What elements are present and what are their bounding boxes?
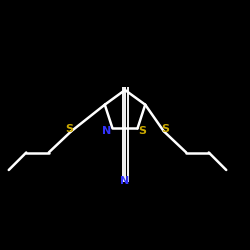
Text: S: S [138,126,146,136]
Text: S: S [65,124,73,134]
Text: N: N [120,176,130,186]
Text: N: N [102,126,111,136]
Text: S: S [162,124,170,134]
